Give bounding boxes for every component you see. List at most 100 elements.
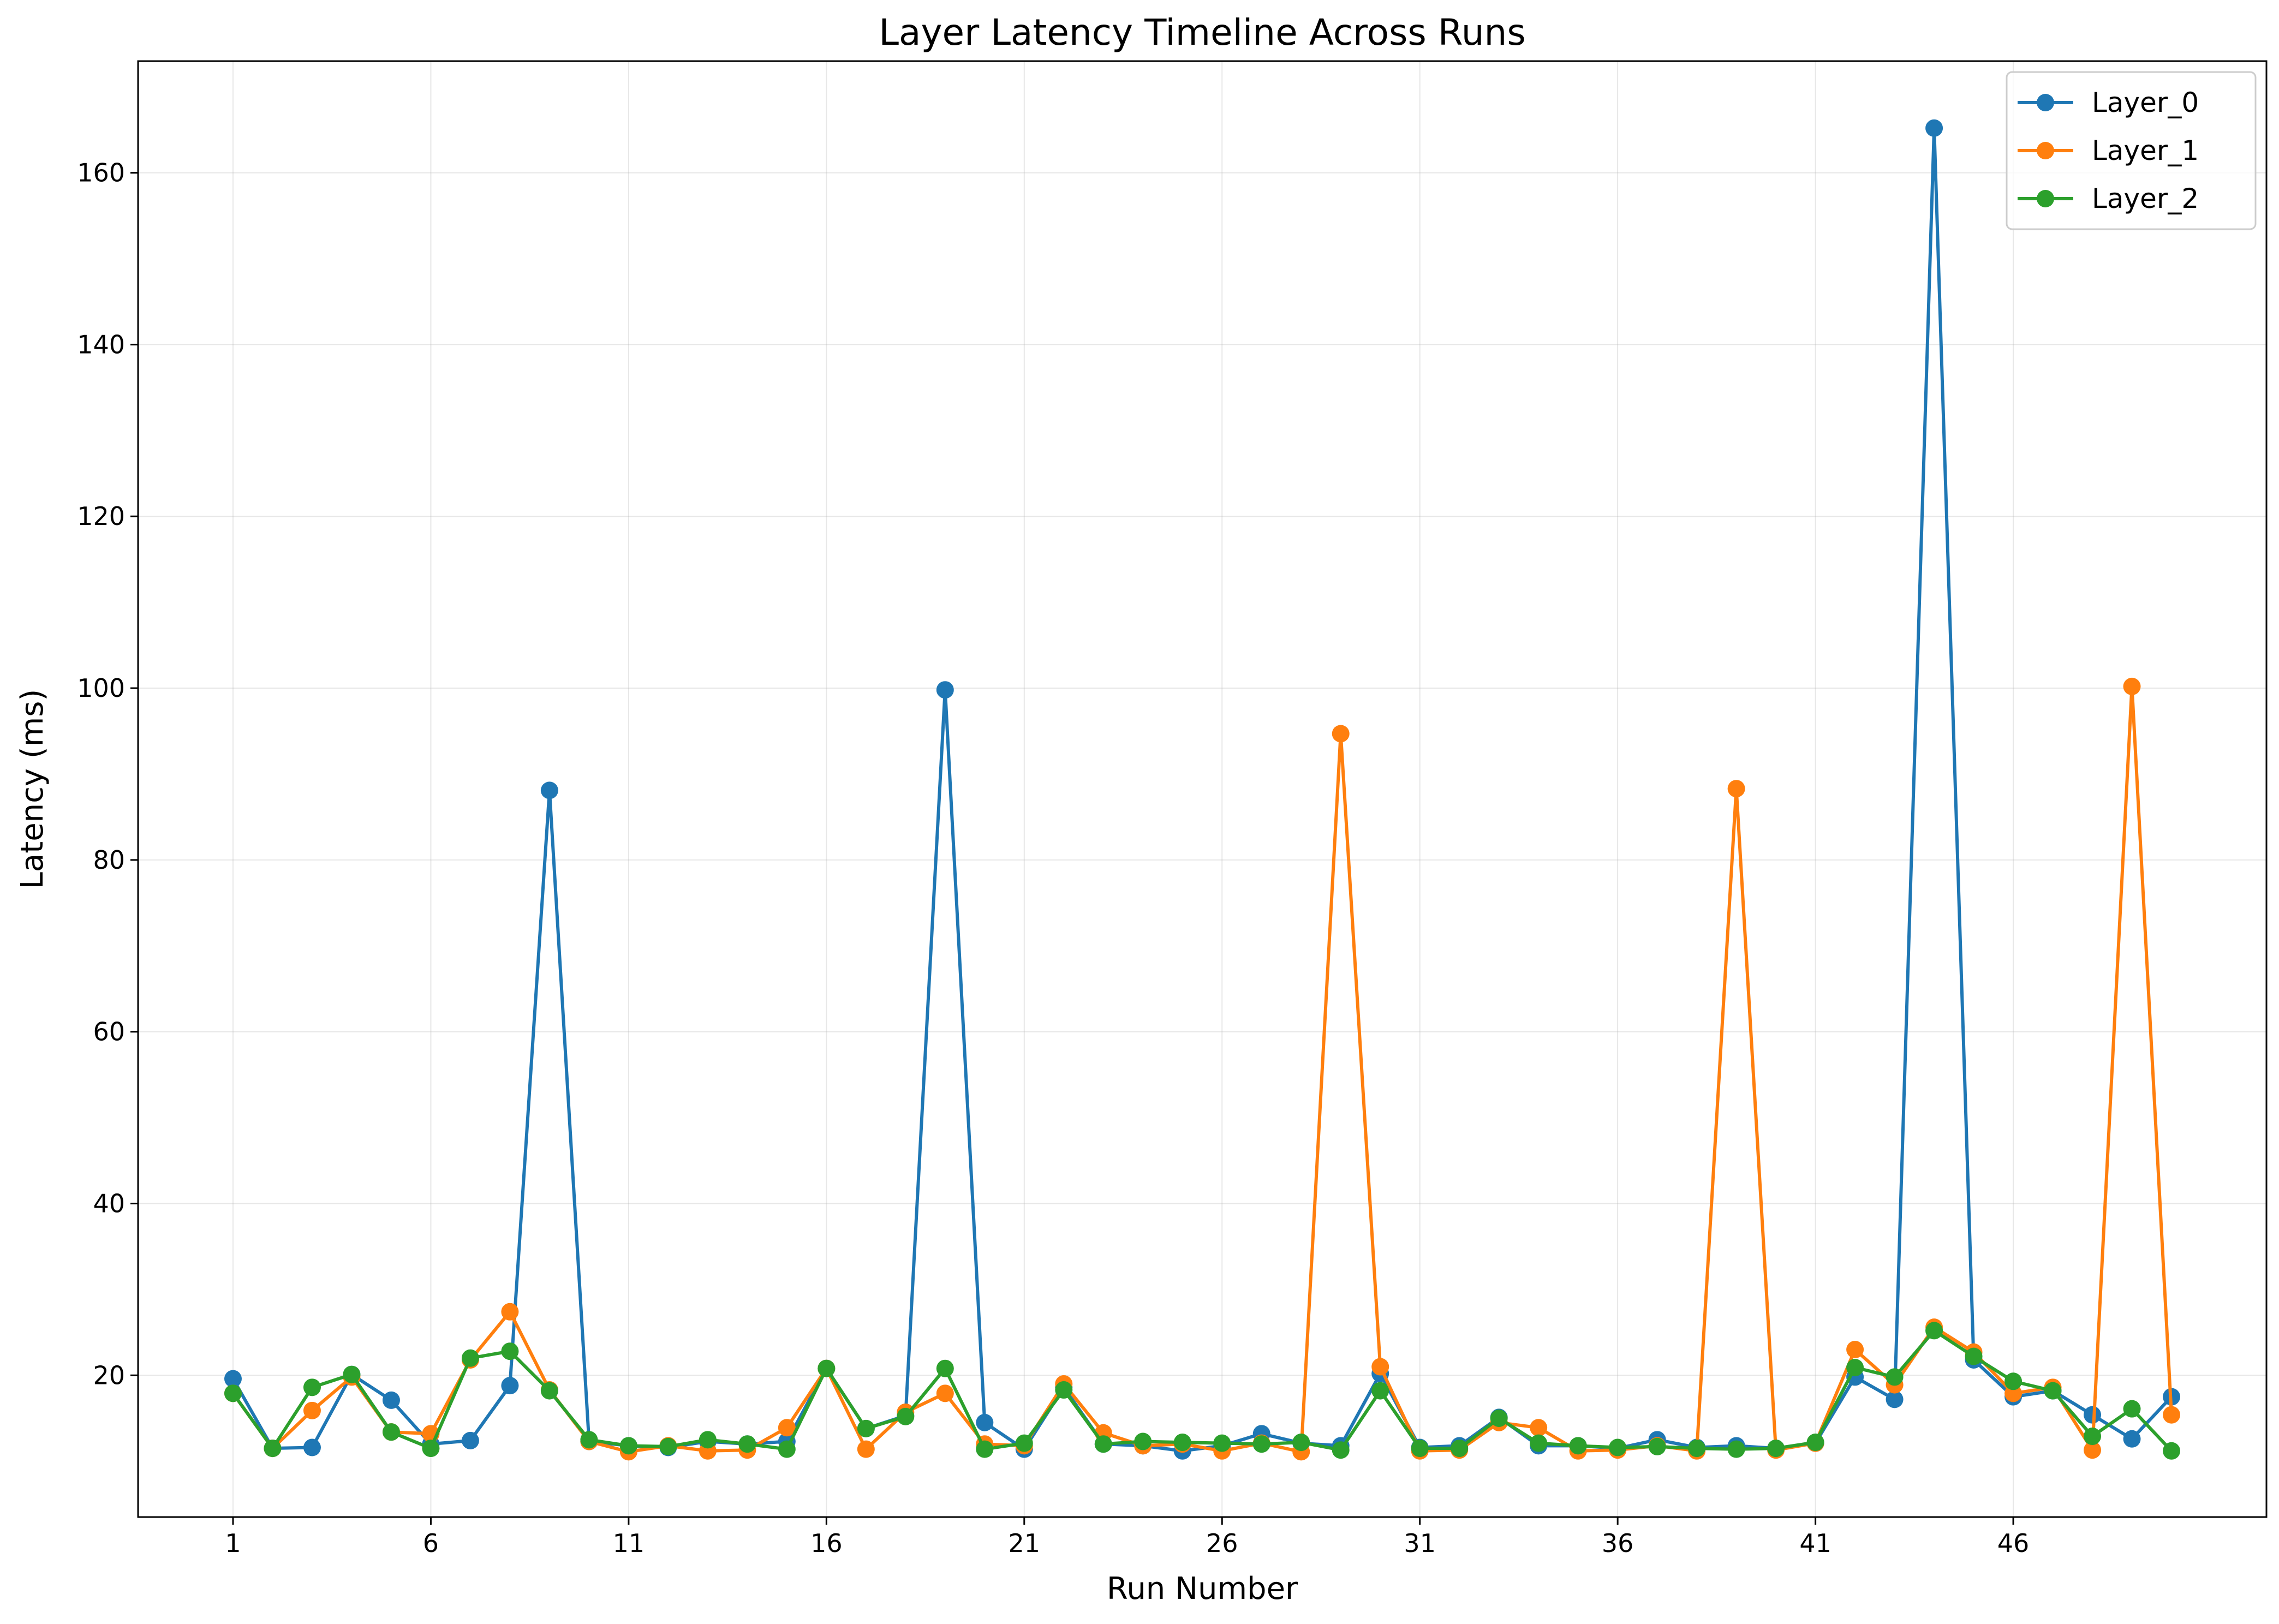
data-point <box>540 781 558 799</box>
data-point <box>2084 1406 2102 1424</box>
x-tick-label: 41 <box>1799 1529 1831 1558</box>
data-point <box>976 1440 994 1458</box>
data-point <box>303 1438 321 1456</box>
y-tick-label: 140 <box>77 330 125 359</box>
data-point <box>501 1303 519 1321</box>
data-point <box>976 1413 994 1431</box>
data-point <box>936 1384 954 1402</box>
data-point <box>2123 1400 2141 1418</box>
data-point <box>501 1377 519 1395</box>
data-point <box>1490 1409 1508 1427</box>
data-point <box>1925 1322 1943 1340</box>
data-point <box>264 1440 282 1458</box>
legend: Layer_0 Layer_1 Layer_2 <box>2006 71 2257 230</box>
data-point <box>936 1359 954 1377</box>
data-point <box>738 1435 756 1453</box>
data-point <box>818 1359 836 1377</box>
data-point <box>619 1437 637 1455</box>
data-point <box>1846 1341 1864 1359</box>
data-point <box>1727 1440 1745 1458</box>
y-tick-label: 60 <box>93 1017 125 1047</box>
legend-marker <box>2037 142 2054 159</box>
x-tick-label: 1 <box>225 1529 241 1558</box>
y-tick-label: 80 <box>93 845 125 875</box>
x-tick-label: 21 <box>1009 1529 1041 1558</box>
data-point <box>1846 1359 1864 1377</box>
x-tick-label: 11 <box>613 1529 645 1558</box>
data-point <box>461 1431 479 1449</box>
data-point <box>540 1382 558 1400</box>
data-point <box>1292 1434 1310 1452</box>
data-point <box>422 1440 440 1458</box>
data-point <box>303 1378 321 1396</box>
data-point <box>857 1419 875 1437</box>
data-point <box>303 1401 321 1419</box>
data-point <box>699 1431 717 1449</box>
data-point <box>2163 1406 2181 1424</box>
data-point <box>897 1407 915 1425</box>
data-point <box>1094 1435 1112 1453</box>
data-point <box>2123 1430 2141 1448</box>
data-point <box>1015 1434 1033 1452</box>
data-point <box>1371 1382 1389 1400</box>
y-tick-label: 120 <box>77 501 125 531</box>
data-point <box>1252 1435 1270 1453</box>
data-point <box>2163 1442 2181 1460</box>
data-point <box>1965 1347 1983 1365</box>
data-point <box>382 1391 400 1409</box>
y-tick-label: 160 <box>77 158 125 188</box>
data-point <box>1609 1438 1627 1456</box>
data-point <box>2123 677 2141 695</box>
data-point <box>857 1440 875 1458</box>
data-point <box>778 1440 796 1458</box>
data-point <box>461 1349 479 1367</box>
x-tick-label: 31 <box>1404 1529 1436 1558</box>
legend-label: Layer_0 <box>2092 87 2199 118</box>
data-point <box>1925 119 1943 137</box>
data-point <box>1332 1441 1350 1459</box>
data-point <box>1134 1432 1152 1450</box>
series-line <box>231 1329 2173 1452</box>
legend-label: Layer_1 <box>2092 135 2199 166</box>
data-point <box>1569 1437 1587 1455</box>
data-point <box>1727 780 1745 798</box>
legend-box <box>2006 71 2257 230</box>
y-tick-label: 40 <box>93 1189 125 1218</box>
data-point <box>2004 1384 2023 1402</box>
data-point <box>1886 1368 1904 1386</box>
data-point <box>382 1423 400 1441</box>
x-axis-title: Run Number <box>1107 1571 1298 1607</box>
data-point <box>501 1342 519 1360</box>
data-point <box>2084 1428 2102 1446</box>
data-point <box>936 681 954 699</box>
x-tick-label: 16 <box>810 1529 843 1558</box>
y-tick-label: 100 <box>77 673 125 703</box>
legend-marker <box>2037 94 2054 111</box>
data-point <box>1332 725 1350 743</box>
data-point <box>1173 1434 1191 1452</box>
x-tick-label: 6 <box>423 1529 439 1558</box>
y-axis-title: Latency (ms) <box>15 689 50 889</box>
data-point <box>1806 1434 1824 1452</box>
y-tick-label: 20 <box>93 1360 125 1390</box>
data-point <box>2084 1441 2102 1459</box>
data-point <box>343 1365 361 1383</box>
data-point <box>1530 1419 1548 1437</box>
data-point <box>580 1431 598 1449</box>
data-point <box>2044 1382 2062 1400</box>
plot-area-frame <box>137 60 2268 1518</box>
data-point <box>659 1437 677 1455</box>
chart-title: Layer Latency Timeline Across Runs <box>879 11 1526 53</box>
data-point <box>224 1384 242 1402</box>
x-tick-label: 36 <box>1602 1529 1634 1558</box>
data-point <box>1530 1434 1548 1452</box>
data-point <box>224 1370 242 1388</box>
data-point <box>1213 1434 1231 1452</box>
data-point <box>2004 1372 2023 1390</box>
grid <box>138 61 2266 1517</box>
data-point <box>778 1419 796 1437</box>
legend-marker <box>2037 190 2054 207</box>
